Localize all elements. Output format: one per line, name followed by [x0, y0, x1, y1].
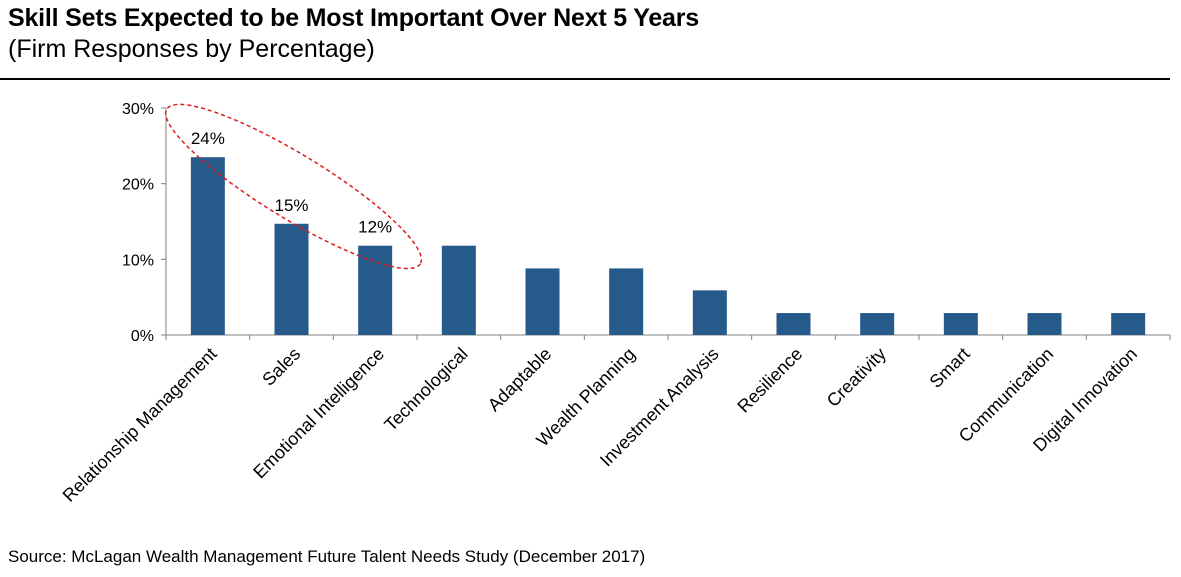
- chart-subtitle: (Firm Responses by Percentage): [8, 35, 375, 63]
- chart-title: Skill Sets Expected to be Most Important…: [8, 4, 699, 32]
- y-tick-label: 30%: [122, 101, 154, 118]
- bar: [692, 290, 727, 335]
- x-tick-label: Technological: [380, 344, 471, 435]
- bar: [943, 313, 978, 335]
- bar: [274, 223, 309, 335]
- y-tick-label: 20%: [122, 177, 154, 194]
- y-tick-label: 10%: [122, 252, 154, 269]
- bar: [525, 268, 560, 335]
- bar: [1027, 313, 1062, 335]
- bar: [190, 157, 225, 335]
- bar: [358, 245, 393, 335]
- source-note: Source: McLagan Wealth Management Future…: [8, 547, 646, 566]
- bar: [609, 268, 644, 335]
- data-label: 24%: [191, 129, 225, 148]
- bar: [441, 245, 476, 335]
- data-label: 15%: [274, 196, 308, 215]
- x-tick-label: Relationship Management: [59, 344, 221, 506]
- x-tick-label: Smart: [926, 344, 974, 392]
- header-divider: [0, 78, 1170, 80]
- bar: [860, 313, 895, 335]
- chart-axes: 0% 10% 20% 30%: [122, 101, 1171, 345]
- y-tick-label: 0%: [131, 328, 154, 345]
- x-tick-label: Sales: [258, 344, 304, 390]
- x-tick-label: Adaptable: [484, 344, 555, 415]
- bar: [776, 313, 811, 335]
- bar: [1111, 313, 1146, 335]
- x-tick-label: Resilience: [733, 344, 806, 417]
- chart-bars: [190, 157, 1146, 335]
- data-label: 12%: [358, 218, 392, 237]
- x-tick-label: Creativity: [823, 344, 890, 411]
